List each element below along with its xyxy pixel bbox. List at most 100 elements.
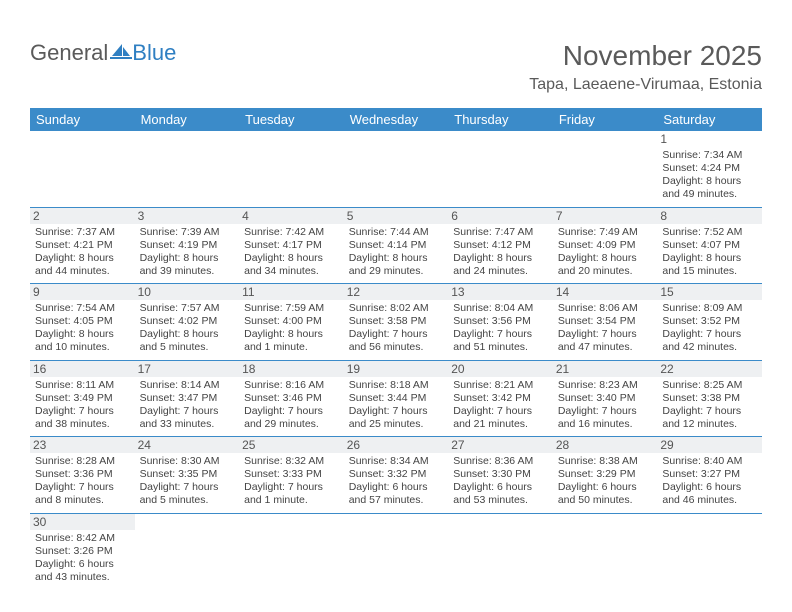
sunrise: Sunrise: 7:47 AM: [453, 226, 548, 239]
calendar-cell: 7 Sunrise: 7:49 AMSunset: 4:09 PMDaylight…: [553, 207, 658, 284]
daylight: Daylight: 6 hours and 46 minutes.: [662, 481, 757, 507]
day-number: 26: [344, 437, 449, 453]
sunrise: Sunrise: 7:39 AM: [140, 226, 235, 239]
sunset: Sunset: 3:44 PM: [349, 392, 444, 405]
daylight: Daylight: 7 hours and 16 minutes.: [558, 405, 653, 431]
daylight: Daylight: 6 hours and 43 minutes.: [35, 558, 130, 584]
logo-text-2: Blue: [132, 40, 176, 66]
calendar-cell: 5 Sunrise: 7:44 AMSunset: 4:14 PMDaylight…: [344, 207, 449, 284]
sunrise: Sunrise: 8:04 AM: [453, 302, 548, 315]
day-number: 5: [344, 208, 449, 224]
sunrise: Sunrise: 8:36 AM: [453, 455, 548, 468]
calendar-cell: [448, 131, 553, 207]
title-block: November 2025 Tapa, Laeaene-Virumaa, Est…: [529, 40, 762, 94]
day-detail: Sunrise: 7:44 AMSunset: 4:14 PMDaylight:…: [349, 226, 444, 279]
day-detail: Sunrise: 8:14 AMSunset: 3:47 PMDaylight:…: [140, 379, 235, 432]
calendar-cell: 15 Sunrise: 8:09 AMSunset: 3:52 PMDayligh…: [657, 284, 762, 361]
sunrise: Sunrise: 8:28 AM: [35, 455, 130, 468]
day-header: Tuesday: [239, 108, 344, 131]
calendar-cell: 8 Sunrise: 7:52 AMSunset: 4:07 PMDaylight…: [657, 207, 762, 284]
day-detail: Sunrise: 8:38 AMSunset: 3:29 PMDaylight:…: [558, 455, 653, 508]
day-number: 22: [657, 361, 762, 377]
sunrise: Sunrise: 7:57 AM: [140, 302, 235, 315]
day-header: Monday: [135, 108, 240, 131]
day-number: 18: [239, 361, 344, 377]
daylight: Daylight: 7 hours and 8 minutes.: [35, 481, 130, 507]
calendar-head: SundayMondayTuesdayWednesdayThursdayFrid…: [30, 108, 762, 131]
day-number: 23: [30, 437, 135, 453]
daylight: Daylight: 7 hours and 56 minutes.: [349, 328, 444, 354]
day-detail: Sunrise: 7:52 AMSunset: 4:07 PMDaylight:…: [662, 226, 757, 279]
sunrise: Sunrise: 7:54 AM: [35, 302, 130, 315]
day-number: 24: [135, 437, 240, 453]
calendar-cell: [344, 513, 449, 589]
day-detail: Sunrise: 8:09 AMSunset: 3:52 PMDaylight:…: [662, 302, 757, 355]
calendar-cell: 25Sunrise: 8:32 AMSunset: 3:33 PMDayligh…: [239, 437, 344, 514]
day-number: 15: [657, 284, 762, 300]
day-number: 12: [344, 284, 449, 300]
sunset: Sunset: 4:24 PM: [662, 162, 757, 175]
daylight: Daylight: 7 hours and 25 minutes.: [349, 405, 444, 431]
calendar-cell: 3 Sunrise: 7:39 AMSunset: 4:19 PMDaylight…: [135, 207, 240, 284]
sunrise: Sunrise: 8:18 AM: [349, 379, 444, 392]
calendar-cell: 2Sunrise: 7:37 AMSunset: 4:21 PMDaylight…: [30, 207, 135, 284]
day-number: 21: [553, 361, 658, 377]
sunset: Sunset: 3:56 PM: [453, 315, 548, 328]
day-detail: Sunrise: 8:25 AMSunset: 3:38 PMDaylight:…: [662, 379, 757, 432]
sunset: Sunset: 3:27 PM: [662, 468, 757, 481]
sunset: Sunset: 3:47 PM: [140, 392, 235, 405]
day-number: 28: [553, 437, 658, 453]
sunrise: Sunrise: 7:44 AM: [349, 226, 444, 239]
sunrise: Sunrise: 8:06 AM: [558, 302, 653, 315]
sunrise: Sunrise: 8:42 AM: [35, 532, 130, 545]
day-detail: Sunrise: 8:18 AMSunset: 3:44 PMDaylight:…: [349, 379, 444, 432]
daylight: Daylight: 8 hours and 29 minutes.: [349, 252, 444, 278]
day-detail: Sunrise: 8:34 AMSunset: 3:32 PMDaylight:…: [349, 455, 444, 508]
daylight: Daylight: 7 hours and 47 minutes.: [558, 328, 653, 354]
day-header: Wednesday: [344, 108, 449, 131]
sunset: Sunset: 3:29 PM: [558, 468, 653, 481]
day-number: 8: [657, 208, 762, 224]
calendar-cell: [448, 513, 553, 589]
calendar-cell: 20Sunrise: 8:21 AMSunset: 3:42 PMDayligh…: [448, 360, 553, 437]
day-detail: Sunrise: 8:30 AMSunset: 3:35 PMDaylight:…: [140, 455, 235, 508]
day-detail: Sunrise: 8:23 AMSunset: 3:40 PMDaylight:…: [558, 379, 653, 432]
sunset: Sunset: 3:58 PM: [349, 315, 444, 328]
sunrise: Sunrise: 7:52 AM: [662, 226, 757, 239]
sunset: Sunset: 3:32 PM: [349, 468, 444, 481]
day-number: 7: [553, 208, 658, 224]
sunset: Sunset: 4:00 PM: [244, 315, 339, 328]
sunset: Sunset: 3:30 PM: [453, 468, 548, 481]
daylight: Daylight: 8 hours and 44 minutes.: [35, 252, 130, 278]
day-detail: Sunrise: 8:16 AMSunset: 3:46 PMDaylight:…: [244, 379, 339, 432]
calendar-cell: [239, 513, 344, 589]
sunrise: Sunrise: 8:21 AM: [453, 379, 548, 392]
day-number: 6: [448, 208, 553, 224]
day-number: 3: [135, 208, 240, 224]
calendar-cell: 14 Sunrise: 8:06 AMSunset: 3:54 PMDayligh…: [553, 284, 658, 361]
daylight: Daylight: 8 hours and 1 minute.: [244, 328, 339, 354]
daylight: Daylight: 7 hours and 51 minutes.: [453, 328, 548, 354]
day-number: 14: [553, 284, 658, 300]
sunrise: Sunrise: 7:37 AM: [35, 226, 130, 239]
daylight: Daylight: 8 hours and 49 minutes.: [662, 175, 757, 201]
day-detail: Sunrise: 8:42 AMSunset: 3:26 PMDaylight:…: [35, 532, 130, 585]
sunrise: Sunrise: 8:11 AM: [35, 379, 130, 392]
logo-text-1: General: [30, 40, 108, 66]
calendar-cell: 19Sunrise: 8:18 AMSunset: 3:44 PMDayligh…: [344, 360, 449, 437]
day-detail: Sunrise: 8:06 AMSunset: 3:54 PMDaylight:…: [558, 302, 653, 355]
calendar-cell: 30Sunrise: 8:42 AMSunset: 3:26 PMDayligh…: [30, 513, 135, 589]
calendar-cell: [553, 131, 658, 207]
day-detail: Sunrise: 7:42 AMSunset: 4:17 PMDaylight:…: [244, 226, 339, 279]
day-detail: Sunrise: 7:49 AMSunset: 4:09 PMDaylight:…: [558, 226, 653, 279]
day-detail: Sunrise: 7:39 AMSunset: 4:19 PMDaylight:…: [140, 226, 235, 279]
sunset: Sunset: 4:14 PM: [349, 239, 444, 252]
sunset: Sunset: 4:05 PM: [35, 315, 130, 328]
calendar-cell: 16Sunrise: 8:11 AMSunset: 3:49 PMDayligh…: [30, 360, 135, 437]
daylight: Daylight: 8 hours and 39 minutes.: [140, 252, 235, 278]
calendar-cell: [135, 131, 240, 207]
daylight: Daylight: 8 hours and 10 minutes.: [35, 328, 130, 354]
calendar-cell: [30, 131, 135, 207]
daylight: Daylight: 7 hours and 38 minutes.: [35, 405, 130, 431]
calendar-cell: 10Sunrise: 7:57 AMSunset: 4:02 PMDayligh…: [135, 284, 240, 361]
